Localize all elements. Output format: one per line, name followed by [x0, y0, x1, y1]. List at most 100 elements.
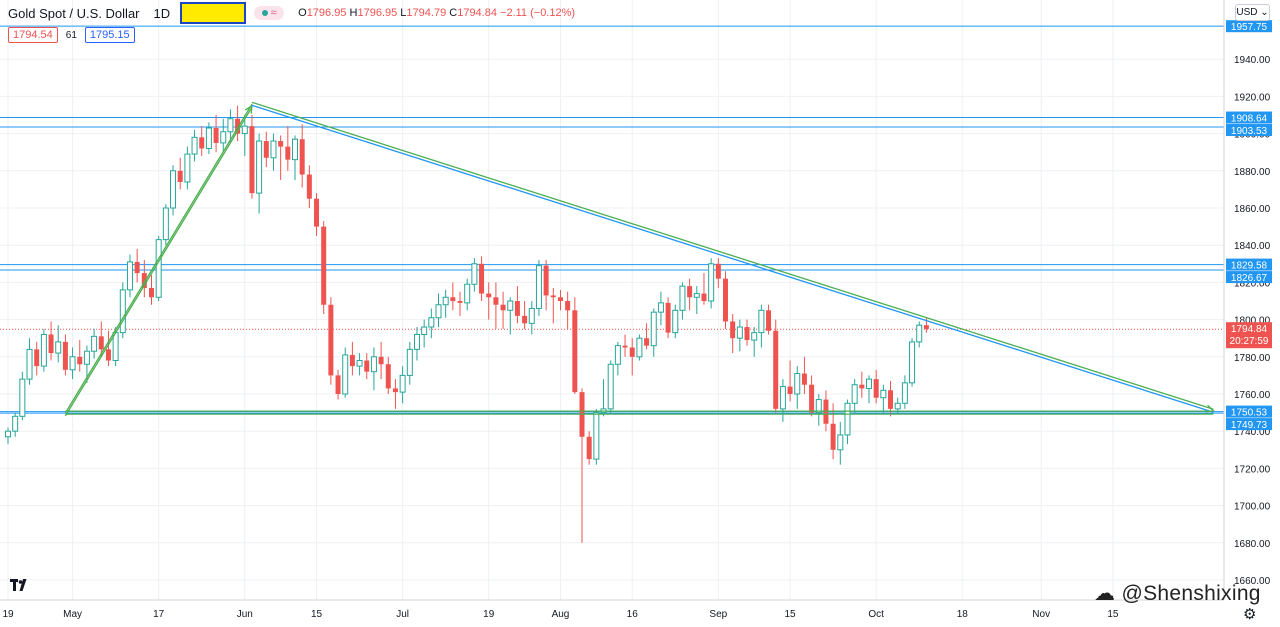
candle-body	[859, 384, 865, 389]
watermark: ☁ @Shenshixing	[1094, 581, 1261, 606]
time-tick-label: 18	[957, 609, 969, 620]
candle-body	[364, 360, 370, 372]
candle-body	[227, 118, 234, 133]
descending-trendline-outer	[251, 104, 1214, 413]
candle-body	[191, 136, 198, 155]
level-label-bg	[1226, 124, 1272, 137]
price-tick-label: 1860.00	[1234, 204, 1271, 215]
candle-body	[241, 125, 248, 135]
candle-body	[565, 301, 571, 311]
candle-body	[421, 326, 428, 335]
price-tick-label: 1840.00	[1234, 241, 1271, 252]
candle-body	[413, 333, 420, 350]
timeframe-label[interactable]: 1D	[153, 5, 171, 21]
candle-body	[270, 140, 277, 159]
candle-body	[155, 239, 162, 298]
time-tick-label: 15	[311, 609, 323, 620]
candle-body	[464, 283, 471, 304]
candle-body	[909, 341, 916, 384]
candle-body	[149, 287, 154, 298]
candle-body	[299, 139, 305, 175]
candle-body	[614, 345, 621, 365]
candle-body	[19, 378, 26, 417]
candle-body	[644, 338, 650, 346]
candle-body	[213, 128, 219, 143]
candle-body	[199, 137, 205, 149]
chart-grid	[0, 0, 1224, 600]
level-label-bg	[1226, 405, 1272, 418]
candle-body	[751, 332, 758, 341]
level-label: 1903.53	[1231, 126, 1268, 137]
market-status-pill[interactable]: ≈	[254, 6, 285, 20]
watermark-text: @Shenshixing	[1121, 582, 1261, 605]
candle-body	[69, 356, 76, 371]
candle-body	[235, 118, 241, 134]
time-axis: 19 May 17 Jun 15 Jul 19 Aug 16 Sep 15 Oct 18 Nov 15	[2, 609, 1119, 620]
candle-body	[528, 307, 535, 324]
level-label: 1750.53	[1231, 408, 1268, 419]
candle-body	[450, 297, 456, 301]
candle-body	[342, 354, 349, 395]
candle-body	[657, 302, 664, 313]
candle-body	[378, 356, 384, 365]
change-value: −2.11 (−0.12%)	[500, 7, 576, 19]
candle-body	[514, 301, 520, 316]
candle-body	[880, 389, 887, 399]
candle-body	[349, 354, 355, 367]
candle-body	[184, 153, 191, 183]
time-tick-label: 16	[627, 609, 639, 620]
candle-body	[263, 141, 269, 158]
candle-body	[285, 146, 291, 160]
candle-body	[844, 402, 851, 436]
candle-body	[522, 315, 528, 324]
candle-body	[693, 293, 700, 298]
candle-body	[787, 386, 793, 394]
candle-body	[392, 388, 398, 393]
level-label-bg	[1226, 20, 1272, 33]
candle-body	[629, 347, 635, 357]
candle-body	[335, 375, 341, 394]
time-tick-label: May	[63, 609, 82, 620]
tradingview-logo-icon[interactable]	[8, 576, 30, 594]
candle-body	[665, 302, 671, 333]
open-value: 1796.95	[306, 7, 347, 19]
candle-body	[593, 412, 600, 460]
countdown-label: 20:27:59	[1230, 336, 1269, 347]
symbol-title[interactable]: Gold Spot / U.S. Dollar	[8, 5, 140, 21]
horizontal-levels	[0, 25, 1224, 414]
candle-body	[170, 170, 177, 209]
candle-body	[435, 304, 442, 319]
candle-body	[557, 297, 563, 301]
candle-body	[12, 415, 19, 432]
close-label: C	[449, 7, 458, 19]
candle-body	[62, 341, 68, 370]
candle-body	[493, 297, 499, 305]
current-price-bg	[1226, 322, 1272, 349]
buy-button[interactable]: 1795.15	[84, 27, 135, 43]
candle-body	[428, 317, 435, 328]
candle-body	[5, 430, 11, 438]
level-label-bg	[1226, 271, 1272, 284]
price-tick-label: 1800.00	[1234, 316, 1271, 327]
current-price-label: 1794.84	[1231, 324, 1268, 335]
candle-body	[141, 273, 147, 288]
spread-value: 61	[65, 29, 77, 41]
time-tick-label: Aug	[552, 609, 570, 620]
gear-icon[interactable]: ⚙	[1243, 606, 1257, 623]
candle-body	[134, 261, 140, 274]
high-value: 1796.95	[357, 7, 398, 19]
candle-body	[672, 309, 679, 334]
price-tick-label: 1880.00	[1234, 167, 1271, 178]
candle-body	[815, 399, 822, 414]
candle-body	[866, 378, 872, 389]
candle-body	[650, 311, 657, 347]
candle-body	[26, 348, 33, 380]
candle-body	[586, 436, 592, 460]
candle-body	[744, 327, 750, 341]
currency-selector[interactable]: USD ⌄	[1235, 4, 1270, 21]
sell-button[interactable]: 1794.54	[8, 27, 58, 43]
level-label: 1826.67	[1231, 273, 1268, 284]
price-tick-label: 1720.00	[1234, 464, 1271, 475]
